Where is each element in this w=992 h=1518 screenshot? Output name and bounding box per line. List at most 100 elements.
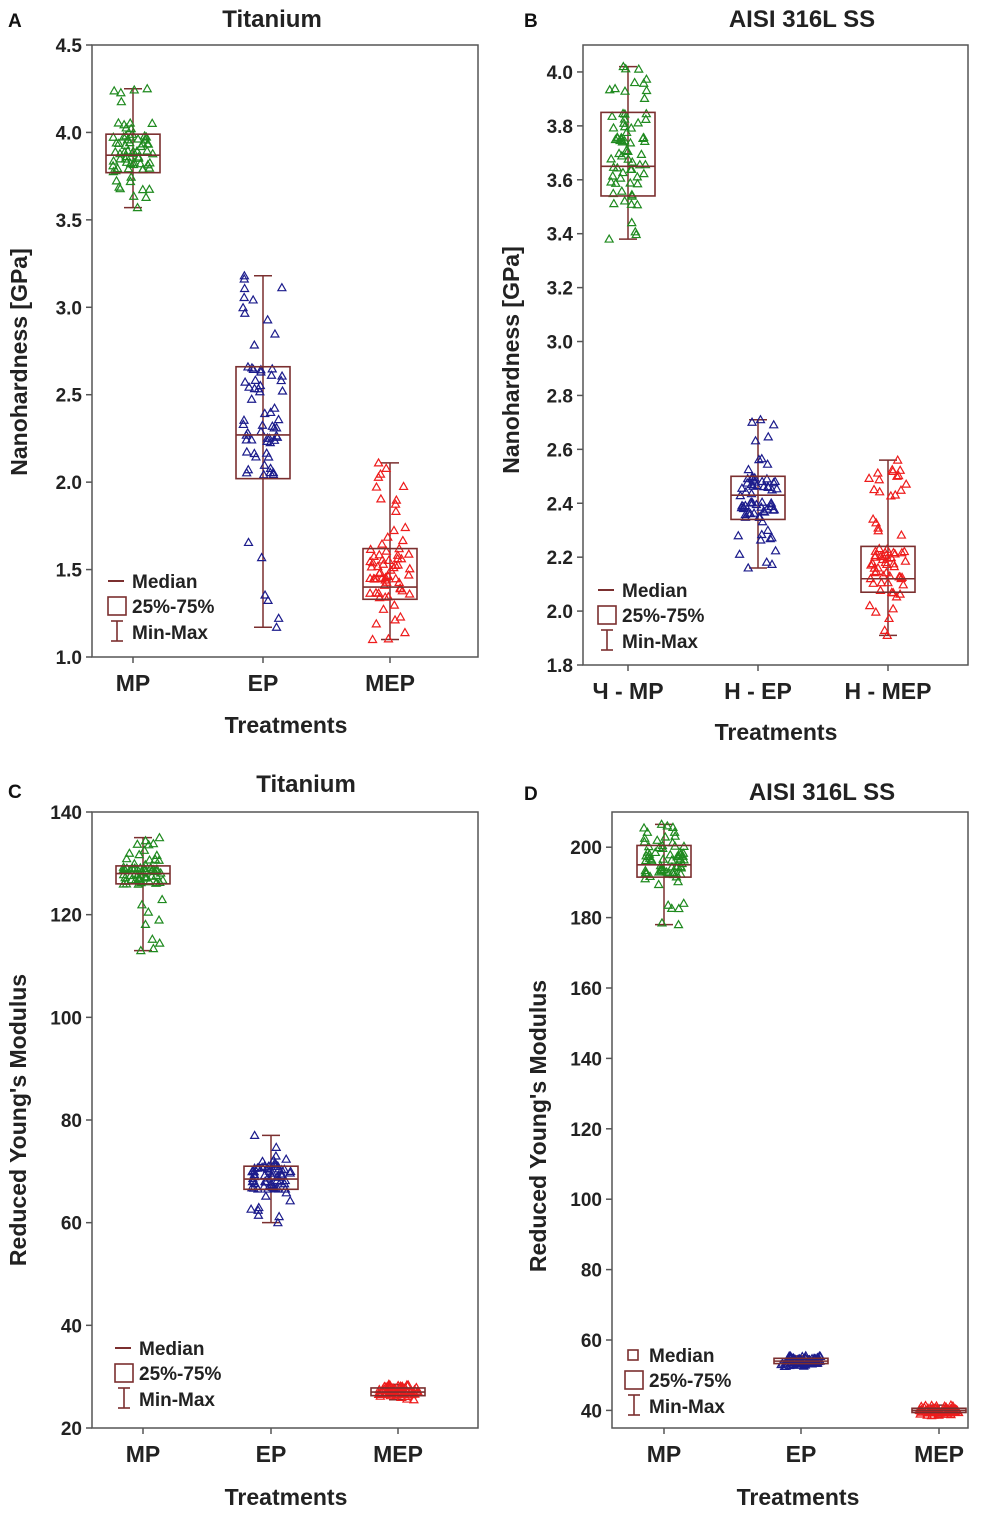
data-point bbox=[763, 482, 774, 492]
data-point bbox=[140, 919, 151, 929]
data-point bbox=[901, 478, 912, 488]
data-point bbox=[633, 117, 644, 127]
data-point bbox=[377, 554, 388, 564]
data-point bbox=[150, 854, 161, 863]
data-point bbox=[244, 381, 255, 391]
x-axis-title: Treatments bbox=[715, 719, 838, 745]
data-point bbox=[640, 114, 651, 123]
data-point bbox=[239, 308, 250, 317]
data-point bbox=[641, 73, 652, 83]
data-point bbox=[142, 145, 153, 155]
legend-range-label: Min-Max bbox=[132, 623, 208, 644]
data-point bbox=[144, 162, 155, 172]
data-point bbox=[736, 483, 747, 492]
data-point bbox=[632, 199, 643, 209]
data-point bbox=[754, 512, 765, 522]
data-point bbox=[607, 111, 618, 120]
data-point bbox=[248, 364, 259, 374]
y-tick-label: 2.0 bbox=[56, 473, 82, 494]
data-point bbox=[120, 140, 131, 149]
data-point bbox=[641, 850, 652, 860]
legend-iqr-label: 25%-75% bbox=[139, 1364, 221, 1385]
data-point bbox=[267, 1182, 278, 1191]
y-tick-label: 2.0 bbox=[547, 602, 573, 623]
x-tick-label: MEP bbox=[365, 670, 415, 696]
panel-c-titanium-modulus: C Titanium Treatments Reduced Young's Mo… bbox=[5, 771, 479, 1510]
data-point bbox=[882, 630, 893, 639]
data-point bbox=[871, 566, 882, 576]
data-point bbox=[898, 579, 909, 589]
data-point bbox=[108, 166, 119, 176]
data-point bbox=[626, 122, 637, 132]
data-point bbox=[895, 465, 906, 474]
data-point bbox=[108, 132, 119, 141]
y-tick-label: 3.4 bbox=[547, 225, 574, 246]
data-point bbox=[874, 486, 885, 496]
y-tick-label: 2.5 bbox=[56, 386, 83, 407]
x-axis-title: Treatments bbox=[225, 1484, 348, 1510]
data-point bbox=[896, 529, 907, 539]
data-point bbox=[246, 1203, 257, 1213]
data-point bbox=[137, 138, 148, 148]
data-point bbox=[746, 479, 757, 489]
data-point bbox=[641, 867, 652, 877]
data-point bbox=[753, 454, 764, 464]
data-point bbox=[621, 127, 632, 137]
panel-letter-c: C bbox=[8, 782, 22, 803]
data-point bbox=[894, 571, 905, 581]
data-point bbox=[241, 467, 252, 477]
legend-median-symbol bbox=[627, 1349, 639, 1361]
data-point bbox=[757, 476, 768, 486]
data-point bbox=[260, 589, 271, 599]
data-point bbox=[405, 1386, 417, 1396]
data-point bbox=[390, 614, 401, 624]
data-point bbox=[148, 838, 159, 848]
data-point bbox=[639, 93, 650, 103]
data-point bbox=[639, 136, 650, 145]
data-point bbox=[398, 481, 409, 491]
x-tick-label: MP bbox=[116, 670, 151, 696]
data-point bbox=[633, 63, 644, 73]
data-point bbox=[620, 63, 631, 73]
data-point bbox=[640, 159, 651, 169]
y-axis-title: Reduced Young's Modulus bbox=[525, 980, 551, 1272]
data-point bbox=[397, 1382, 408, 1391]
data-point bbox=[678, 898, 689, 907]
data-point bbox=[382, 570, 393, 580]
data-point bbox=[403, 548, 414, 558]
data-point bbox=[378, 559, 389, 568]
data-point bbox=[870, 606, 881, 616]
data-point bbox=[246, 434, 257, 444]
data-point bbox=[249, 1163, 260, 1172]
y-tick-label: 40 bbox=[581, 1401, 602, 1422]
data-point bbox=[743, 562, 754, 572]
data-point bbox=[121, 157, 132, 166]
data-point bbox=[874, 474, 885, 484]
y-tick-label: 3.6 bbox=[547, 171, 573, 192]
data-point bbox=[238, 302, 249, 312]
data-point bbox=[888, 558, 899, 568]
data-point bbox=[141, 192, 152, 201]
x-tick-label: EP bbox=[256, 1441, 287, 1467]
data-point bbox=[891, 471, 902, 480]
data-point bbox=[625, 137, 636, 147]
data-point bbox=[135, 945, 146, 955]
data-point bbox=[124, 848, 135, 857]
data-point bbox=[401, 1393, 412, 1403]
data-point bbox=[864, 473, 875, 482]
data-point bbox=[873, 525, 884, 535]
data-point bbox=[762, 525, 773, 534]
data-point bbox=[366, 561, 377, 571]
data-point bbox=[258, 469, 269, 479]
legend-range-label: Min-Max bbox=[139, 1390, 215, 1411]
data-point bbox=[638, 822, 650, 832]
data-point bbox=[892, 454, 903, 464]
data-point bbox=[381, 463, 392, 472]
y-tick-label: 200 bbox=[570, 838, 602, 859]
data-point bbox=[400, 522, 411, 532]
data-point bbox=[262, 1172, 273, 1182]
data-point bbox=[125, 158, 136, 168]
data-point bbox=[619, 195, 630, 205]
legend-median-label: Median bbox=[132, 572, 197, 593]
